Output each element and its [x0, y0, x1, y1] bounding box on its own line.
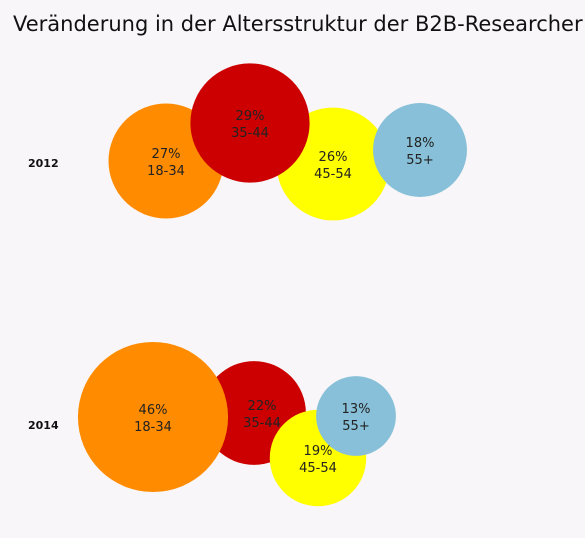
bubble-value-label: 19% — [304, 444, 333, 459]
bubble-value-label: 26% — [319, 150, 348, 165]
bubble-category-label: 35-44 — [231, 126, 269, 141]
bubble-category-label: 18-34 — [134, 420, 172, 435]
bubble-2012-35-44 — [190, 63, 310, 183]
bubble-category-label: 45-54 — [314, 167, 352, 182]
bubble-category-label: 55+ — [342, 419, 369, 434]
year-label-2012: 2012 — [28, 157, 59, 170]
bubble-category-label: 35-44 — [243, 416, 281, 431]
bubble-value-label: 29% — [236, 109, 265, 124]
bubble-category-label: 45-54 — [299, 461, 337, 476]
bubble-2012-55plus — [373, 103, 467, 197]
bubble-value-label: 22% — [248, 399, 277, 414]
bubble-value-label: 27% — [152, 147, 181, 162]
bubble-category-label: 18-34 — [147, 164, 185, 179]
year-label-2014: 2014 — [28, 419, 59, 432]
bubble-2014-18-34 — [77, 341, 229, 493]
bubble-value-label: 46% — [139, 403, 168, 418]
bubble-category-label: 55+ — [406, 153, 433, 168]
chart-title: Veränderung in der Altersstruktur der B2… — [13, 12, 583, 36]
bubble-value-label: 18% — [406, 136, 435, 151]
bubble-2014-55plus — [316, 376, 396, 456]
bubble-value-label: 13% — [342, 402, 371, 417]
